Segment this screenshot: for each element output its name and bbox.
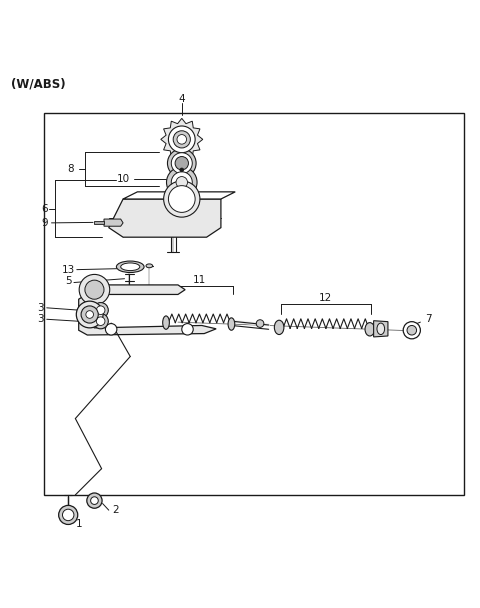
- Circle shape: [403, 322, 420, 339]
- Text: 4: 4: [179, 94, 185, 104]
- Ellipse shape: [228, 318, 235, 330]
- Circle shape: [106, 323, 117, 335]
- Circle shape: [168, 149, 196, 178]
- Circle shape: [81, 306, 98, 323]
- Polygon shape: [373, 320, 388, 337]
- Text: (W/ABS): (W/ABS): [11, 77, 66, 91]
- Circle shape: [168, 185, 195, 212]
- Circle shape: [171, 172, 192, 193]
- Text: 7: 7: [425, 314, 432, 324]
- Circle shape: [171, 153, 192, 174]
- Circle shape: [96, 317, 105, 325]
- Ellipse shape: [146, 264, 153, 268]
- Polygon shape: [109, 199, 221, 237]
- Text: 11: 11: [193, 275, 206, 285]
- Text: 9: 9: [41, 218, 48, 228]
- Text: 5: 5: [65, 276, 72, 286]
- Ellipse shape: [120, 263, 140, 271]
- Circle shape: [173, 131, 191, 148]
- Circle shape: [407, 325, 417, 335]
- Circle shape: [168, 126, 195, 153]
- Circle shape: [93, 303, 108, 318]
- Text: 3: 3: [37, 314, 44, 324]
- Polygon shape: [79, 294, 216, 335]
- Circle shape: [93, 314, 108, 329]
- Circle shape: [182, 323, 193, 335]
- Text: 13: 13: [61, 264, 75, 275]
- Circle shape: [76, 301, 103, 328]
- Circle shape: [96, 306, 105, 314]
- Circle shape: [180, 168, 184, 172]
- Circle shape: [167, 167, 197, 198]
- Text: 1: 1: [76, 519, 83, 530]
- Ellipse shape: [377, 323, 384, 334]
- Circle shape: [177, 134, 187, 144]
- Ellipse shape: [163, 316, 169, 330]
- Circle shape: [62, 510, 74, 520]
- Circle shape: [59, 505, 78, 525]
- Bar: [44, 113, 464, 495]
- Circle shape: [79, 274, 110, 305]
- Polygon shape: [161, 119, 203, 161]
- Polygon shape: [123, 192, 235, 199]
- Polygon shape: [95, 221, 104, 224]
- Ellipse shape: [365, 323, 374, 336]
- Circle shape: [85, 280, 104, 299]
- Circle shape: [176, 176, 188, 188]
- Circle shape: [86, 311, 94, 319]
- Text: 12: 12: [319, 293, 333, 303]
- Text: 3: 3: [37, 303, 44, 313]
- Circle shape: [175, 156, 189, 170]
- Circle shape: [164, 181, 200, 217]
- Circle shape: [87, 493, 102, 508]
- Ellipse shape: [275, 320, 284, 334]
- Circle shape: [91, 497, 98, 505]
- Text: 10: 10: [117, 174, 130, 184]
- Text: 6: 6: [41, 204, 48, 213]
- Text: 2: 2: [113, 505, 119, 515]
- Circle shape: [256, 320, 264, 327]
- Polygon shape: [87, 285, 185, 294]
- Text: 8: 8: [67, 164, 74, 174]
- Polygon shape: [104, 219, 123, 226]
- Ellipse shape: [116, 261, 144, 272]
